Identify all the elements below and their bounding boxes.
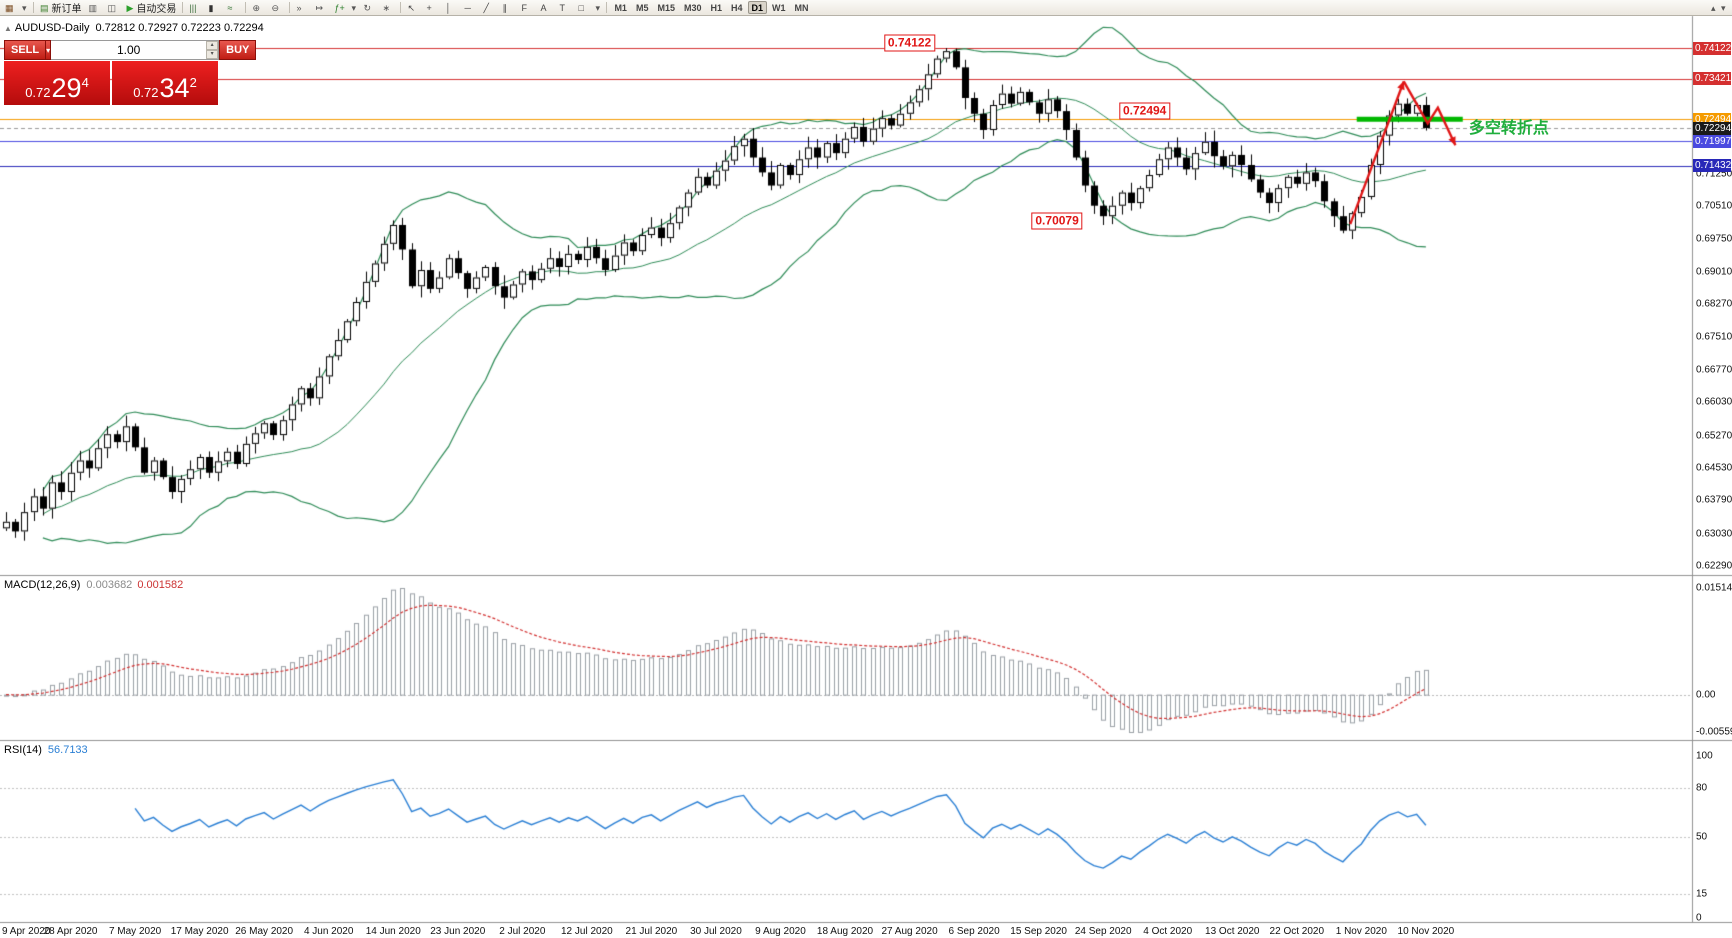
toolbar: ▦ ▾ ▤ 新订单 ▥ ◫ ▶ 自动交易 ||| ▮ ≈ ⊕ ⊖» ↦ ƒ+ ▾ ↻ ∗ ↖ + │ ─ ╱ ∥ F A T □ ▾ M1… <box>0 0 1732 16</box>
chart-dropdown-icon[interactable]: ▦ <box>2 1 20 15</box>
bar-chart-icon[interactable]: ||| <box>186 1 204 15</box>
one-click-collapse-icon[interactable]: ▲ <box>4 24 12 33</box>
text-label-icon[interactable]: T <box>556 1 574 15</box>
templates-icon[interactable]: ∗ <box>379 1 397 15</box>
zoom-in-icon[interactable]: ⊕ <box>249 1 267 15</box>
line-chart-icon[interactable]: ≈ <box>224 1 242 15</box>
toolbar-separator <box>400 2 402 13</box>
timeframe-m5-button[interactable]: M5 <box>632 1 653 14</box>
sell-price-pipette: 4 <box>81 75 89 90</box>
cursor-icon[interactable]: ↖ <box>404 1 422 15</box>
chart-shift-icon[interactable]: ↦ <box>312 1 330 15</box>
autotrade-button[interactable]: ▶ 自动交易 <box>124 1 180 16</box>
volume-input[interactable] <box>51 41 207 59</box>
timeframe-h1-button[interactable]: H1 <box>707 1 727 14</box>
toolbar-overflow-down-icon[interactable]: ▾ <box>1720 1 1729 15</box>
candlestick-chart-icon[interactable]: ▮ <box>205 1 223 15</box>
chart-ohlc-label: 0.72812 0.72927 0.72223 0.72294 <box>95 22 264 34</box>
buy-price-prefix: 0.72 <box>133 85 159 100</box>
annotation-peak-price-label[interactable]: 0.74122 <box>883 34 936 52</box>
horizontal-line-icon[interactable]: ─ <box>461 1 479 15</box>
annotation-level-price-label[interactable]: 0.72494 <box>1118 102 1171 120</box>
buy-button[interactable]: BUY <box>219 40 257 60</box>
buy-price-pipette: 2 <box>189 75 197 90</box>
rsi-label: RSI(14) <box>4 744 42 756</box>
macd-label: MACD(12,26,9) <box>4 579 81 591</box>
timeframe-m1-button[interactable]: M1 <box>610 1 631 14</box>
fibonacci-icon[interactable]: F <box>518 1 536 15</box>
indicators-icon[interactable]: ƒ+ <box>331 1 349 15</box>
timeframe-m15-button[interactable]: M15 <box>653 1 679 14</box>
volume-field: ▴ ▾ <box>51 40 220 60</box>
volume-decrease-button[interactable]: ▾ <box>206 50 219 59</box>
annotation-low-price-label[interactable]: 0.70079 <box>1031 212 1083 230</box>
chart-symbol-label: AUDUSD-Daily <box>14 22 90 34</box>
rsi-indicator-header: RSI(14) 56.7133 <box>4 744 88 756</box>
toolbar-overflow-up-icon[interactable]: ▴ <box>1710 1 1719 15</box>
auto-scroll-icon[interactable]: » <box>293 1 311 15</box>
volume-increase-button[interactable]: ▴ <box>206 41 219 50</box>
volume-caret-button[interactable]: ▾ <box>46 40 52 60</box>
tile-windows-icon[interactable]: ◫ <box>105 1 123 15</box>
timeframe-h4-button[interactable]: H4 <box>727 1 747 14</box>
toolbar-separator <box>606 2 608 13</box>
profiles-icon[interactable]: ▥ <box>86 1 104 15</box>
new-order-button[interactable]: ▤ 新订单 <box>37 1 85 16</box>
trendline-icon[interactable]: ╱ <box>480 1 498 15</box>
zoom-out-icon[interactable]: ⊖ <box>268 1 286 15</box>
chart-dropdown-caret-icon[interactable]: ▾ <box>21 1 30 15</box>
crosshair-icon[interactable]: + <box>423 1 441 15</box>
macd-indicator-header: MACD(12,26,9) 0.003682 0.001582 <box>4 579 183 591</box>
sell-price-prefix: 0.72 <box>25 85 51 100</box>
buy-price-pips: 34 <box>159 73 190 103</box>
text-icon[interactable]: A <box>537 1 555 15</box>
buy-price-display[interactable]: 0.72 34 2 <box>112 61 218 105</box>
toolbar-separator <box>289 2 291 13</box>
turning-point-annotation[interactable]: 多空转折点 <box>1468 120 1549 137</box>
chart-title: ▲ AUDUSD-Daily 0.72812 0.72927 0.72223 0.7… <box>4 22 264 34</box>
indicators-caret-icon[interactable]: ▾ <box>350 1 359 15</box>
sell-price-display[interactable]: 0.72 29 4 <box>4 61 110 105</box>
vertical-line-icon[interactable]: │ <box>442 1 460 15</box>
sell-button[interactable]: SELL <box>4 40 47 60</box>
toolbar-separator <box>245 2 247 13</box>
timeframe-mn-button[interactable]: MN <box>791 1 813 14</box>
macd-value-signal: 0.001582 <box>137 579 184 591</box>
channel-icon[interactable]: ∥ <box>499 1 517 15</box>
toolbar-separator <box>182 2 184 13</box>
macd-value-main: 0.003682 <box>86 579 133 591</box>
sell-price-pips: 29 <box>51 73 82 103</box>
timeframe-w1-button[interactable]: W1 <box>768 1 790 14</box>
timeframe-m30-button[interactable]: M30 <box>680 1 706 14</box>
shapes-caret-icon[interactable]: ▾ <box>594 1 603 15</box>
timeframe-d1-button[interactable]: D1 <box>747 1 768 14</box>
periods-icon[interactable]: ↻ <box>360 1 378 15</box>
shapes-icon[interactable]: □ <box>575 1 593 15</box>
toolbar-separator <box>33 2 34 13</box>
rsi-value: 56.7133 <box>47 744 88 756</box>
